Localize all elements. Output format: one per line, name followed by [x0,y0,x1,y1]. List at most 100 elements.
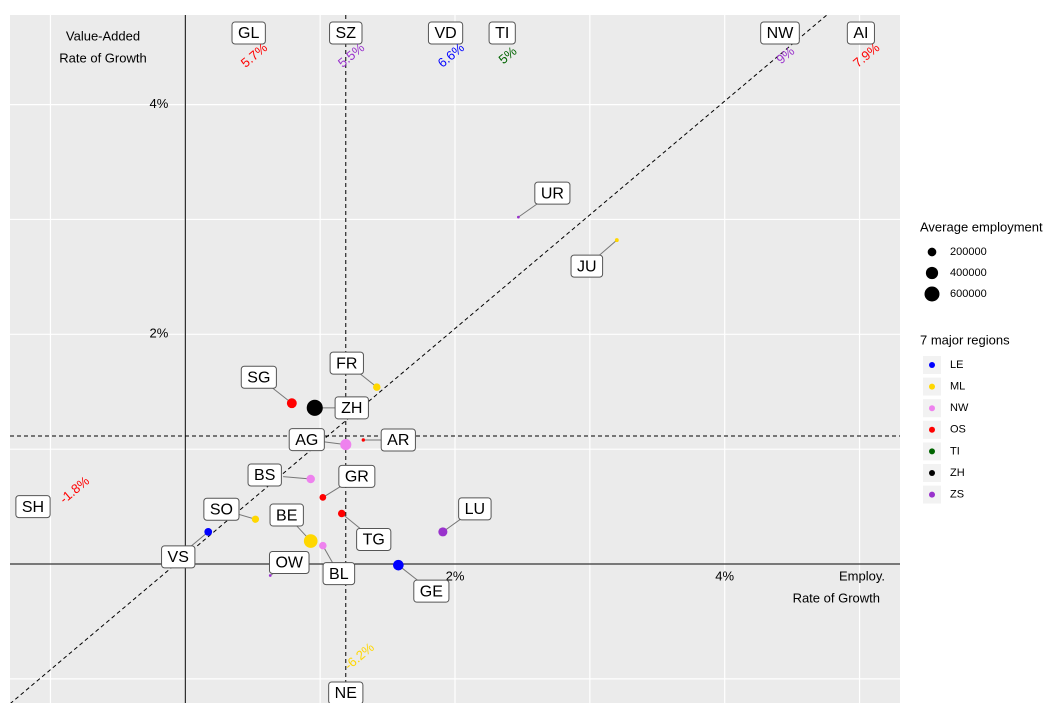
off-scale-label: AI [846,21,875,45]
x-tick-label: 4% [715,568,734,583]
legend-title: 7 major regions [920,332,1010,347]
point [337,509,346,518]
point-label: OW [268,551,310,575]
label-box [247,463,282,487]
label-box [458,497,492,521]
point [438,527,448,537]
off-scale-label: SH [15,495,51,519]
point [204,527,213,536]
ref-diagonal [10,15,828,703]
label-box [240,365,277,389]
label-box [570,254,604,278]
label-text: SO [210,501,233,518]
y-tick-label: 4% [150,96,169,111]
legend-size-key [927,247,937,257]
label-text: FR [336,355,357,372]
point-label: GR [338,464,376,488]
legend-label: ZS [950,489,964,501]
leader-line [341,513,362,530]
point [306,399,323,416]
point [286,398,297,409]
y-axis-title: Value-Added [66,28,140,43]
label-box [231,21,266,45]
legend-label: 200000 [950,246,987,258]
label-box [356,527,392,551]
point [340,439,352,451]
off-scale-label: NE [328,681,364,703]
point [319,494,327,501]
label-box [322,562,356,586]
label-box [846,21,875,45]
label-text: SZ [336,25,357,42]
point-label: TG [356,527,392,551]
legend-title: Average employment [920,219,1043,234]
label-text: OW [275,555,303,572]
legend-key [929,470,935,476]
label-text: TG [363,532,385,549]
off-scale-label: GL [231,21,266,45]
point-label: JU [570,254,604,278]
legend-key [929,383,935,390]
x-tick-label: 2% [446,568,465,583]
label-text: AR [387,432,409,449]
label-text: LU [465,501,485,518]
label-box [329,21,363,45]
plot-layer [10,15,900,703]
label-text: VD [434,25,456,42]
label-box [338,464,376,488]
legend-label: ZH [950,467,965,479]
off-scale-label: VD [427,21,464,45]
point [393,559,404,571]
point-label: AR [380,428,416,452]
label-box [329,351,364,375]
legend-size-key [925,266,939,280]
point-label: AG [288,428,325,452]
label-box [380,428,416,452]
off-scale-label: NW [760,21,800,45]
legend-key [929,362,935,368]
point-label: FR [329,351,364,375]
point [319,541,327,550]
point [361,438,365,442]
point-label: SG [240,365,277,389]
label-box [203,497,240,521]
label-text: BE [276,507,297,524]
label-text: GL [238,25,259,42]
label-text: SG [247,369,270,386]
label-text: NE [335,685,357,702]
point [251,515,260,523]
legend-key [929,491,935,498]
legend-label: ML [950,381,965,393]
point-label: LU [458,497,492,521]
legend-label: OS [950,424,966,436]
leader-line [598,239,618,257]
legend-label: TI [950,445,960,457]
leader-line [283,476,311,480]
point [614,238,619,243]
leader-line [358,372,378,388]
point [303,534,318,548]
point-label: ZH [334,396,369,420]
label-box [268,551,310,575]
label-box [334,396,369,420]
label-box [427,21,464,45]
point-label: VS [161,545,196,569]
legend-key [929,426,935,433]
label-box [288,428,325,452]
legend-key [929,405,935,412]
legend-key [929,448,935,455]
y-tick-label: 2% [150,326,169,341]
label-box [328,681,364,703]
point [306,474,315,484]
label-text: BL [329,566,349,583]
label-box [269,503,304,527]
label-box [534,181,571,205]
x-axis-title: Rate of Growth [793,590,880,605]
legend-label: LE [950,359,963,371]
label-text: GR [345,469,369,486]
label-text: NW [767,25,795,42]
point-label: GE [413,579,450,603]
point [268,574,272,577]
x-axis-title: Employ. [839,568,885,583]
